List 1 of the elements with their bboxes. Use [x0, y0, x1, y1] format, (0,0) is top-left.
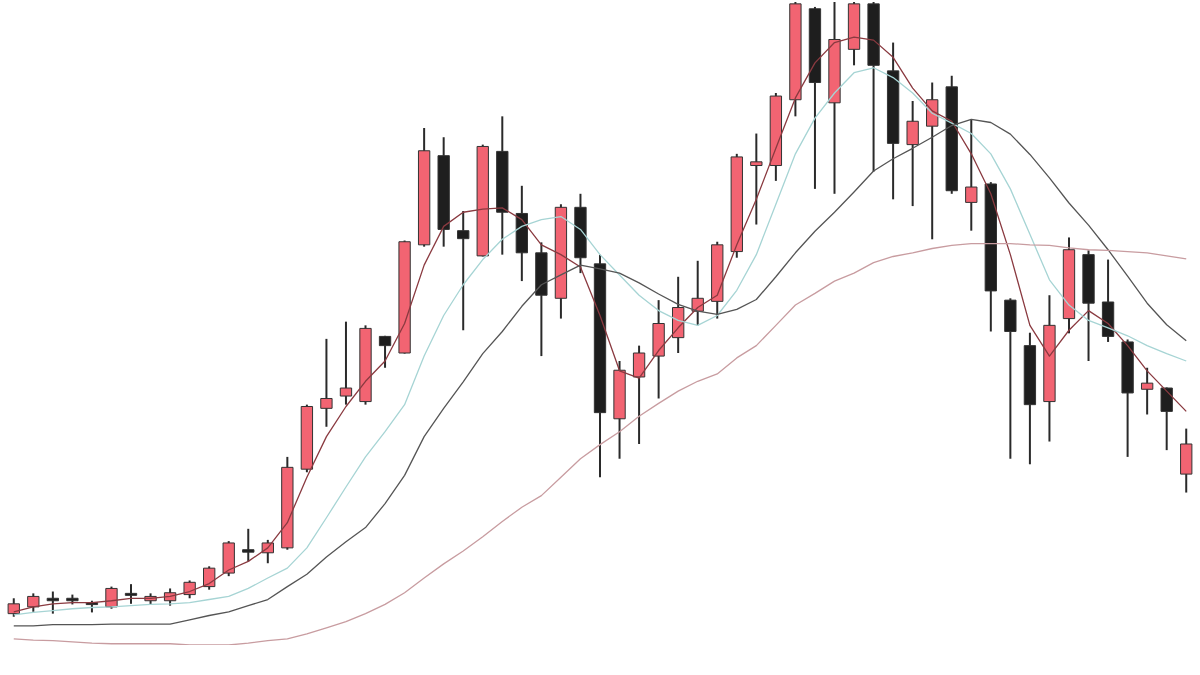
candlestick: [320, 337, 333, 428]
